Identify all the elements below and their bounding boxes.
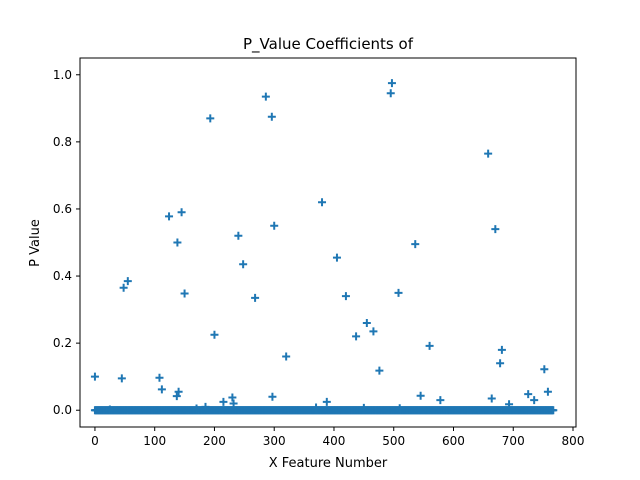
data-point — [229, 399, 238, 408]
data-point — [359, 403, 368, 412]
data-point — [117, 374, 126, 383]
data-point — [219, 397, 228, 406]
y-tick-label: 0.0 — [53, 403, 72, 417]
data-point — [251, 293, 260, 302]
data-point — [172, 392, 181, 401]
data-point — [261, 92, 270, 101]
x-tick-label: 400 — [323, 434, 346, 448]
data-point — [206, 114, 215, 123]
data-point — [395, 404, 404, 413]
y-tick-label: 0.6 — [53, 202, 72, 216]
data-point — [416, 391, 425, 400]
data-point — [173, 238, 182, 247]
x-axis-label: X Feature Number — [269, 456, 388, 471]
data-point — [318, 198, 327, 207]
x-tick-label: 700 — [502, 434, 525, 448]
data-point — [174, 387, 183, 396]
data-point — [436, 396, 445, 405]
x-tick-label: 0 — [91, 434, 99, 448]
data-point — [540, 365, 549, 374]
data-point — [524, 390, 533, 399]
data-point — [487, 394, 496, 403]
data-point — [425, 341, 434, 350]
data-point — [155, 373, 164, 382]
data-point — [394, 288, 403, 297]
data-point — [369, 327, 378, 336]
data-point-near-zero — [549, 406, 558, 415]
data-point — [192, 404, 201, 413]
axes-frame — [79, 57, 577, 428]
data-point — [228, 393, 237, 402]
data-point — [157, 385, 166, 394]
data-point — [386, 89, 395, 98]
data-point — [234, 231, 243, 240]
data-point — [239, 260, 248, 269]
data-point — [341, 292, 350, 301]
data-point — [180, 289, 189, 298]
y-axis-label: P Value — [28, 219, 43, 267]
y-tick-label: 0.4 — [53, 269, 72, 283]
data-point — [332, 253, 341, 262]
data-point — [177, 208, 186, 217]
x-tick-label: 300 — [263, 434, 286, 448]
data-point — [123, 277, 132, 286]
y-tick-label: 0.8 — [53, 135, 72, 149]
data-point — [505, 400, 514, 409]
data-point — [322, 397, 331, 406]
chart-title: P_Value Coefficients of — [243, 35, 414, 54]
data-point — [119, 283, 128, 292]
data-point — [268, 392, 277, 401]
data-point — [411, 240, 420, 249]
data-point — [105, 405, 114, 414]
data-point — [282, 352, 291, 361]
y-tick-label: 1.0 — [53, 68, 72, 82]
data-point — [362, 319, 371, 328]
plot-area: 0 100 200 300 400 500 600 700 800 0.0 0.2 0.4 0.6 0.8… — [53, 57, 585, 448]
data-points — [90, 79, 558, 415]
data-point — [312, 403, 321, 412]
y-tick-label: 0.2 — [53, 336, 72, 350]
data-point — [267, 112, 276, 121]
data-point — [484, 149, 493, 158]
data-point — [90, 372, 99, 381]
data-point — [352, 332, 361, 341]
data-point — [543, 387, 552, 396]
x-tick-label: 100 — [143, 434, 166, 448]
x-tick-label: 200 — [203, 434, 226, 448]
x-tick-label: 500 — [382, 434, 405, 448]
data-point — [165, 212, 174, 221]
data-point — [375, 366, 384, 375]
x-tick-label: 800 — [562, 434, 585, 448]
data-point — [201, 402, 210, 411]
data-point — [496, 359, 505, 368]
data-point — [270, 221, 279, 230]
data-point — [387, 79, 396, 88]
data-point — [491, 225, 500, 234]
data-point — [210, 330, 219, 339]
data-point — [530, 396, 539, 405]
data-point — [497, 345, 506, 354]
x-tick-label: 600 — [442, 434, 465, 448]
